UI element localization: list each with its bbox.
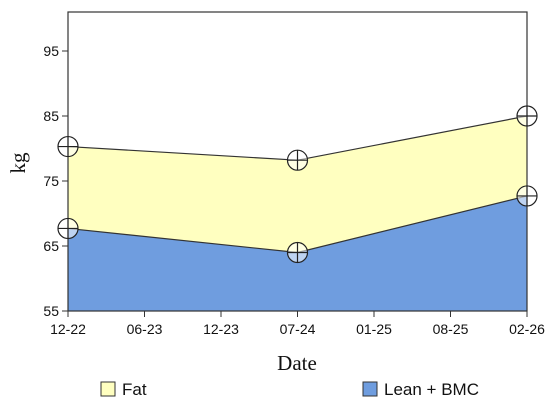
y-axis-title: kg bbox=[6, 152, 30, 174]
y-tick-label: 55 bbox=[43, 303, 59, 319]
legend-swatch bbox=[100, 381, 116, 397]
y-tick-label: 75 bbox=[43, 173, 59, 189]
legend: Fat Lean + BMC bbox=[100, 380, 479, 399]
x-tick-label: 12-22 bbox=[50, 321, 86, 337]
fat-point bbox=[516, 105, 538, 127]
legend-swatch bbox=[362, 381, 378, 397]
fat-area bbox=[68, 116, 527, 253]
y-axis: 55 65 75 85 95 bbox=[43, 43, 68, 319]
fat-point bbox=[57, 135, 79, 158]
x-tick-label: 08-25 bbox=[433, 321, 469, 337]
x-tick-label: 06-23 bbox=[127, 321, 163, 337]
y-tick-label: 85 bbox=[43, 108, 59, 124]
x-tick-label: 02-26 bbox=[509, 321, 545, 337]
x-tick-label: 01-25 bbox=[356, 321, 392, 337]
x-tick-label: 07-24 bbox=[280, 321, 316, 337]
legend-label: Fat bbox=[122, 380, 147, 399]
legend-label: Lean + BMC bbox=[384, 380, 479, 399]
x-axis: 12-22 06-23 12-23 07-24 01-25 08-25 02-26 bbox=[50, 311, 545, 337]
lean-bmc-point bbox=[516, 185, 538, 207]
legend-lean-bmc: Lean + BMC bbox=[362, 380, 479, 399]
lean-bmc-point bbox=[57, 217, 79, 240]
y-tick-label: 95 bbox=[43, 43, 59, 59]
x-tick-label: 12-23 bbox=[203, 321, 239, 337]
y-tick-label: 65 bbox=[43, 238, 59, 254]
x-axis-title: Date bbox=[277, 351, 317, 375]
marker-layer bbox=[57, 105, 538, 264]
lean-bmc-point bbox=[286, 241, 309, 264]
fat-point bbox=[286, 149, 309, 171]
legend-fat: Fat bbox=[100, 380, 147, 399]
